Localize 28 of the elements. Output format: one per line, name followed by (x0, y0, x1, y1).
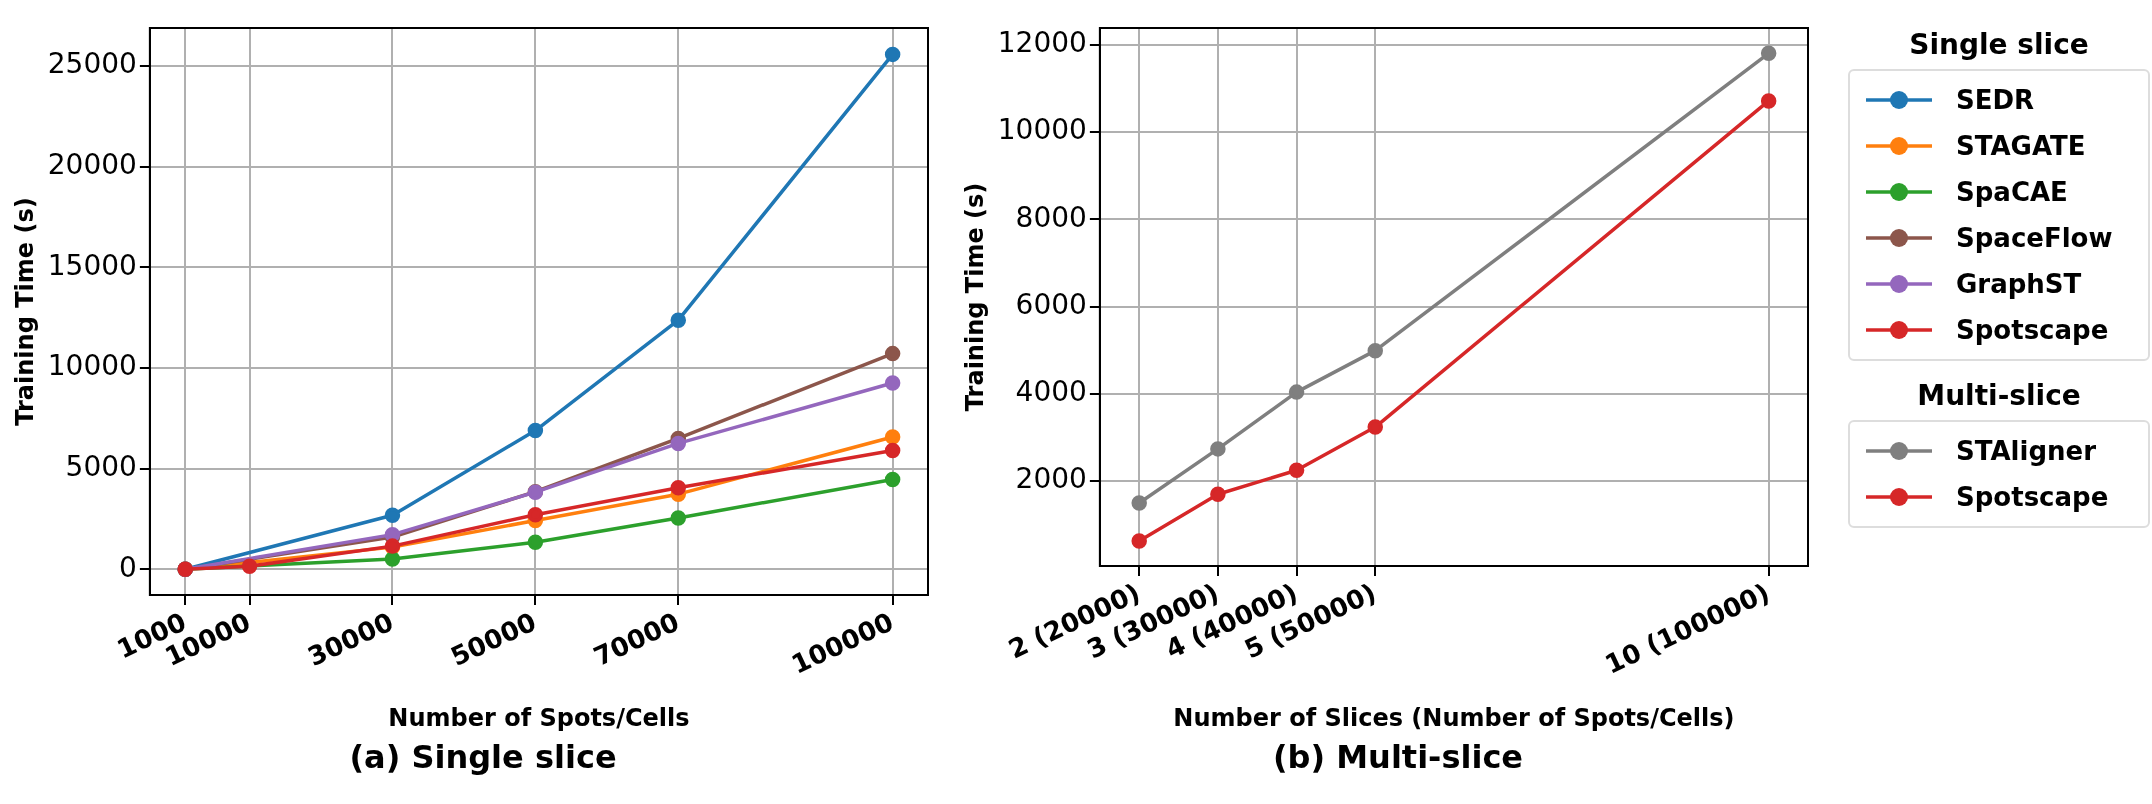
y-tick-label: 4000 (1015, 375, 1087, 409)
legend-label: Spotscape (1956, 482, 2109, 512)
y-tick-label: 6000 (1015, 287, 1087, 321)
y-tick-label: 25000 (47, 47, 137, 81)
y-tick-label: 12000 (997, 25, 1087, 59)
x-axis-title: Number of Spots/Cells (388, 703, 690, 732)
y-tick-label: 10000 (47, 349, 137, 383)
legend-label: SEDR (1956, 85, 2035, 115)
y-tick-label: 10000 (997, 113, 1087, 147)
legend-label: Spotscape (1956, 315, 2109, 345)
y-tick-label: 15000 (47, 248, 137, 282)
text: (b) Multi-slice (1272, 738, 1524, 776)
y-tick-label: 20000 (47, 147, 137, 181)
y-axis-title: Training Time (s) (10, 197, 39, 426)
y-tick-label: 2000 (1015, 462, 1087, 496)
x-axis-title: Number of Slices (Number of Spots/Cells) (1173, 703, 1735, 732)
y-tick-label: 5000 (65, 449, 137, 483)
y-axis-title: Training Time (s) (960, 182, 989, 412)
text: (a) Single slice (349, 738, 617, 776)
legend-label: SpaceFlow (1956, 223, 2113, 253)
y-tick-label: 8000 (1015, 200, 1087, 234)
y-tick-label: 0 (119, 550, 137, 584)
legend-label: STAligner (1956, 436, 2096, 466)
legend-title: Multi-slice (1917, 379, 2081, 412)
legend-label: GraphST (1956, 269, 2082, 299)
legend-label: SpaCAE (1956, 177, 2068, 207)
legend-title: Single slice (1909, 28, 2089, 61)
legend-label: STAGATE (1956, 131, 2086, 161)
